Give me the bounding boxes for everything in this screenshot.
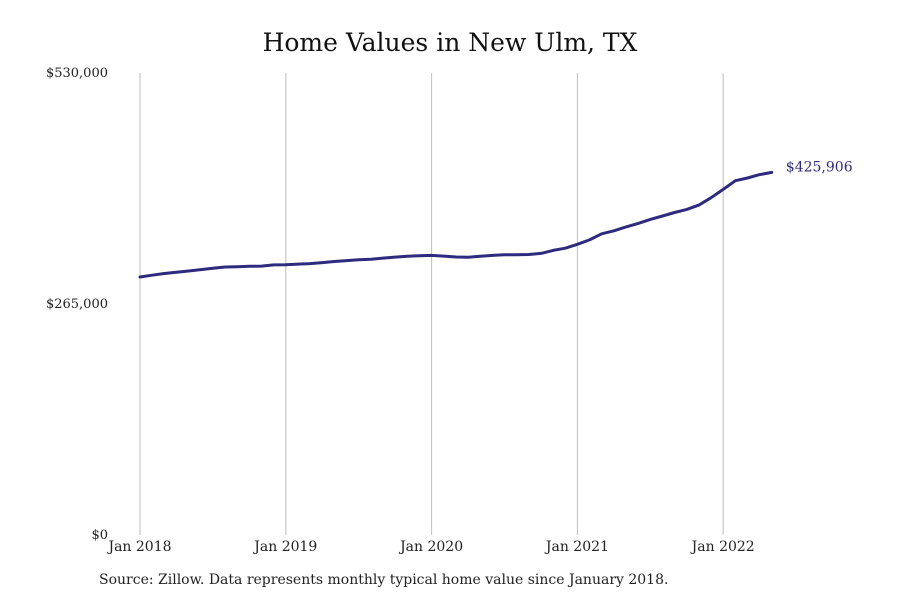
data-point — [746, 177, 749, 180]
data-point — [564, 247, 567, 250]
data-point — [345, 259, 348, 262]
data-point — [710, 196, 713, 199]
data-point — [224, 266, 227, 269]
data-point — [369, 258, 372, 261]
data-point — [248, 265, 251, 268]
x-tick-label: Jan 2021 — [544, 539, 609, 555]
data-point — [527, 253, 530, 256]
data-point — [139, 276, 142, 279]
data-point — [722, 188, 725, 191]
data-point — [576, 243, 579, 246]
data-point — [552, 249, 555, 252]
data-point — [163, 272, 166, 275]
data-point — [394, 256, 397, 259]
data-point — [770, 171, 773, 174]
end-value-label-group: $425,906 — [786, 159, 853, 175]
y-tick-label: $265,000 — [46, 297, 108, 312]
data-point — [503, 253, 506, 256]
data-point — [442, 255, 445, 258]
data-point — [199, 268, 202, 271]
x-tick-label: Jan 2020 — [398, 539, 463, 555]
x-tick-label: Jan 2019 — [252, 539, 317, 555]
data-point — [430, 254, 433, 257]
x-axis-tick-labels: Jan 2018 Jan 2019 Jan 2020 Jan 2021 Jan 2022 — [106, 539, 754, 555]
data-point — [418, 254, 421, 257]
data-point — [382, 257, 385, 260]
data-point — [333, 260, 336, 263]
data-point — [588, 238, 591, 241]
x-tick-label: Jan 2022 — [690, 539, 755, 555]
data-point — [479, 255, 482, 258]
source-note: Source: Zillow. Data represents monthly … — [99, 572, 669, 588]
data-point — [260, 265, 263, 268]
y-axis-tick-labels: $0 $265,000 $530,000 — [46, 66, 108, 543]
data-point — [467, 256, 470, 259]
data-point — [321, 261, 324, 264]
y-tick-label: $0 — [91, 528, 108, 543]
data-point — [187, 270, 190, 273]
data-point — [673, 211, 676, 214]
data-point — [309, 262, 312, 265]
data-point — [540, 252, 543, 255]
series-group — [138, 170, 774, 279]
home-value-line — [138, 170, 774, 279]
data-point — [685, 208, 688, 211]
data-point — [625, 225, 628, 228]
data-point — [661, 215, 664, 218]
data-points — [139, 171, 774, 279]
x-tick-label: Jan 2018 — [106, 539, 171, 555]
data-point — [600, 232, 603, 235]
data-point — [211, 267, 214, 270]
data-point — [649, 218, 652, 221]
data-point — [758, 173, 761, 176]
data-point — [175, 271, 178, 274]
data-point — [637, 222, 640, 225]
y-tick-label: $530,000 — [46, 66, 108, 81]
end-value-label: $425,906 — [786, 159, 853, 175]
data-point — [236, 265, 239, 268]
data-point — [297, 263, 300, 266]
data-point — [697, 204, 700, 207]
data-point — [612, 229, 615, 232]
data-point — [284, 263, 287, 266]
x-gridlines — [139, 73, 724, 535]
data-point — [151, 274, 154, 277]
chart-title: Home Values in New Ulm, TX — [262, 28, 638, 57]
data-point — [272, 263, 275, 266]
data-point — [454, 256, 457, 259]
data-point — [406, 255, 409, 258]
data-point — [734, 179, 737, 182]
data-point — [515, 253, 518, 256]
data-point — [357, 258, 360, 261]
data-point — [491, 254, 494, 257]
